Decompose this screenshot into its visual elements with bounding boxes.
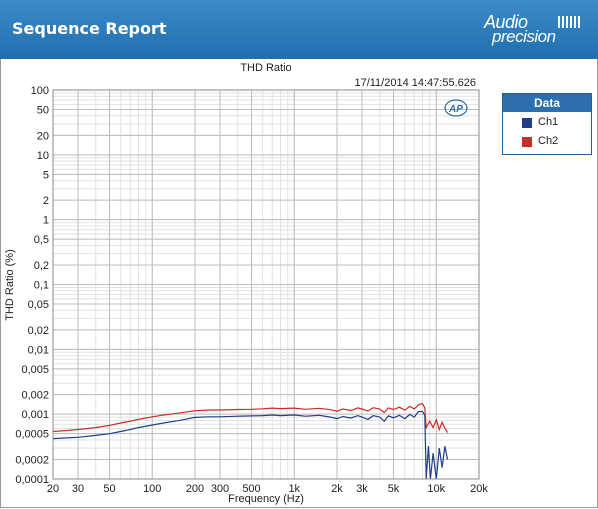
y-tick-label: 0,0001 bbox=[15, 474, 49, 486]
x-tick-label: 20 bbox=[47, 483, 59, 495]
y-axis-label: THD Ratio (%) bbox=[4, 249, 16, 321]
logo-text-top: Audio bbox=[484, 12, 528, 32]
x-tick-labels: 20 30 50 100 200 300 500 1k 2k 3k 5k 10k 20k bbox=[47, 483, 488, 495]
x-tick-label: 30 bbox=[72, 483, 84, 495]
y-tick-label: 0,1 bbox=[34, 280, 49, 292]
ap-watermark-text: AP bbox=[448, 104, 463, 115]
y-tick-label: 0,01 bbox=[28, 344, 49, 356]
y-tick-label: 100 bbox=[31, 85, 49, 97]
x-tick-label: 10k bbox=[427, 483, 445, 495]
audio-precision-logo: Audio precision bbox=[480, 12, 580, 46]
legend: Data Ch1 Ch2 bbox=[502, 93, 592, 155]
x-tick-label: 2k bbox=[331, 483, 343, 495]
plot-border bbox=[52, 89, 480, 480]
y-tick-label: 5 bbox=[43, 169, 49, 181]
ap-watermark-icon: AP bbox=[444, 99, 468, 117]
legend-item-ch2[interactable]: Ch2 bbox=[503, 131, 591, 150]
x-tick-label: 200 bbox=[186, 483, 204, 495]
x-tick-label: 1k bbox=[288, 483, 300, 495]
x-axis-label: Frequency (Hz) bbox=[228, 493, 304, 505]
y-tick-label: 20 bbox=[37, 130, 49, 142]
x-tick-label: 5k bbox=[388, 483, 400, 495]
x-tick-label: 500 bbox=[242, 483, 260, 495]
chart-timestamp: 17/11/2014 14:47:55.626 bbox=[354, 77, 476, 89]
legend-item-ch1[interactable]: Ch1 bbox=[503, 112, 591, 131]
y-tick-label: 0,02 bbox=[28, 325, 49, 337]
y-tick-label: 0,05 bbox=[28, 299, 49, 311]
legend-label-ch1: Ch1 bbox=[538, 116, 559, 128]
report-header: Sequence Report Audio precision bbox=[0, 0, 598, 59]
y-tick-label: 50 bbox=[37, 105, 49, 117]
y-tick-label: 0,002 bbox=[21, 390, 49, 402]
series-layer bbox=[52, 403, 449, 480]
y-tick-label: 1 bbox=[43, 215, 49, 227]
x-tick-label: 50 bbox=[103, 483, 115, 495]
report-title: Sequence Report bbox=[12, 19, 167, 38]
y-tick-label: 2 bbox=[43, 195, 49, 207]
y-tick-label: 0,0005 bbox=[15, 429, 49, 441]
chart-title: THD Ratio bbox=[240, 62, 291, 74]
x-tick-label: 3k bbox=[356, 483, 368, 495]
logo-text-bottom: precision bbox=[492, 27, 556, 46]
legend-title: Data bbox=[503, 94, 591, 112]
grid bbox=[52, 89, 480, 480]
y-tick-label: 0,5 bbox=[34, 234, 49, 246]
series-line-ch1 bbox=[52, 410, 449, 480]
x-tick-label: 100 bbox=[143, 483, 161, 495]
y-tick-label: 10 bbox=[37, 150, 49, 162]
y-tick-label: 0,0002 bbox=[15, 454, 49, 466]
y-tick-label: 0,001 bbox=[21, 409, 49, 421]
y-tick-labels: 0,0001 0,0002 0,0005 0,001 0,002 0,005 0,01 0,0… bbox=[15, 85, 49, 486]
legend-swatch-ch2 bbox=[522, 137, 532, 147]
y-tick-label: 0,005 bbox=[21, 364, 49, 376]
logo-bars-icon bbox=[558, 16, 580, 28]
y-tick-label: 0,2 bbox=[34, 260, 49, 272]
series-line-ch2 bbox=[52, 403, 449, 433]
x-tick-label: 20k bbox=[470, 483, 488, 495]
legend-swatch-ch1 bbox=[522, 118, 532, 128]
x-tick-label: 300 bbox=[211, 483, 229, 495]
legend-label-ch2: Ch2 bbox=[538, 135, 559, 147]
